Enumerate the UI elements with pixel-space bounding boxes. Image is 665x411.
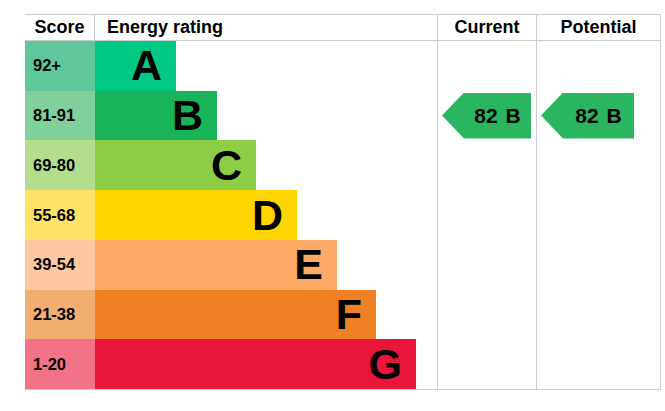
- right-border: [660, 14, 661, 390]
- band-bar-g: G: [95, 339, 416, 389]
- potential-rating-arrow: 82 B: [541, 93, 634, 139]
- score-range-b: 81-91: [25, 91, 95, 141]
- band-bar-f: F: [95, 290, 376, 340]
- current-column-divider: [437, 14, 438, 390]
- score-header-divider: [94, 14, 95, 41]
- band-row-a: 92+A: [25, 41, 417, 91]
- current-rating-score: 82: [474, 104, 497, 128]
- current-rating-arrow: 82 B: [442, 93, 531, 139]
- potential-rating-band: B: [607, 104, 622, 128]
- rating-bands: 92+A81-91B69-80C55-68D39-54E21-38F1-20G: [25, 41, 417, 389]
- band-bar-e: E: [95, 240, 337, 290]
- score-range-d: 55-68: [25, 190, 95, 240]
- potential-column-header: Potential: [537, 14, 660, 40]
- epc-energy-rating-chart: Score Energy rating Current Potential 92…: [0, 0, 665, 411]
- band-bar-a: A: [95, 41, 176, 91]
- score-range-f: 21-38: [25, 290, 95, 340]
- potential-rating-score: 82: [575, 104, 598, 128]
- current-rating-band: B: [506, 104, 521, 128]
- potential-column-divider: [536, 14, 537, 390]
- energy-rating-column-header: Energy rating: [107, 14, 223, 40]
- band-row-b: 81-91B: [25, 91, 417, 141]
- score-column-header: Score: [25, 14, 94, 40]
- chart-bottom-border: [25, 389, 661, 390]
- band-bar-c: C: [95, 140, 256, 190]
- score-range-c: 69-80: [25, 140, 95, 190]
- band-row-f: 21-38F: [25, 290, 417, 340]
- band-row-d: 55-68D: [25, 190, 417, 240]
- score-range-g: 1-20: [25, 339, 95, 389]
- current-column-header: Current: [438, 14, 536, 40]
- band-row-g: 1-20G: [25, 339, 417, 389]
- band-bar-d: D: [95, 190, 297, 240]
- band-row-e: 39-54E: [25, 240, 417, 290]
- band-row-c: 69-80C: [25, 140, 417, 190]
- score-range-e: 39-54: [25, 240, 95, 290]
- band-bar-b: B: [95, 91, 217, 141]
- score-range-a: 92+: [25, 41, 95, 91]
